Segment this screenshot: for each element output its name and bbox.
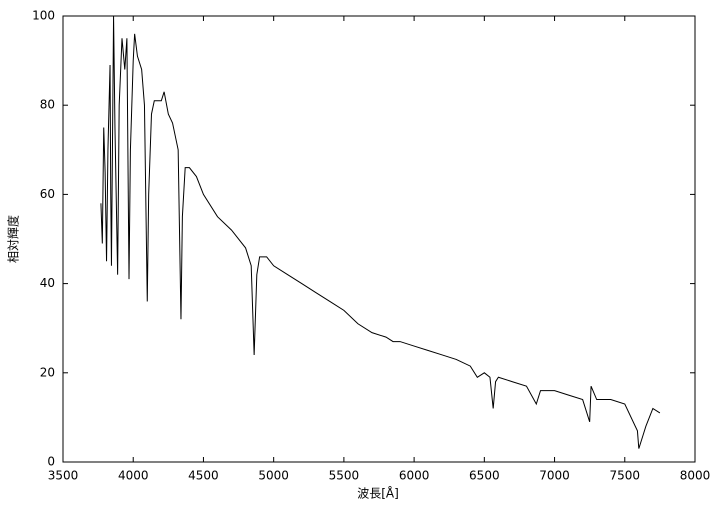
y-tick-label: 20	[40, 365, 55, 379]
x-axis-label: 波長[Å]	[357, 486, 399, 501]
x-tick-label: 8000	[680, 469, 711, 483]
plot-frame	[62, 15, 696, 463]
y-tick-label: 80	[40, 98, 55, 112]
y-tick-label: 100	[32, 9, 55, 23]
x-tick-label: 6500	[469, 469, 500, 483]
x-tick-label: 5500	[329, 469, 360, 483]
x-tick-label: 6000	[399, 469, 430, 483]
x-tick-label: 4000	[118, 469, 149, 483]
x-tick-label: 5000	[258, 469, 289, 483]
x-tick-label: 4500	[188, 469, 219, 483]
y-tick-label: 0	[47, 455, 55, 469]
y-tick-label: 60	[40, 187, 55, 201]
x-tick-label: 7000	[539, 469, 570, 483]
y-tick-label: 40	[40, 276, 55, 290]
x-tick-label: 3500	[48, 469, 79, 483]
spectrum-line	[100, 15, 661, 449]
y-axis-label: 相対輝度	[6, 215, 21, 263]
x-tick-label: 7500	[610, 469, 641, 483]
